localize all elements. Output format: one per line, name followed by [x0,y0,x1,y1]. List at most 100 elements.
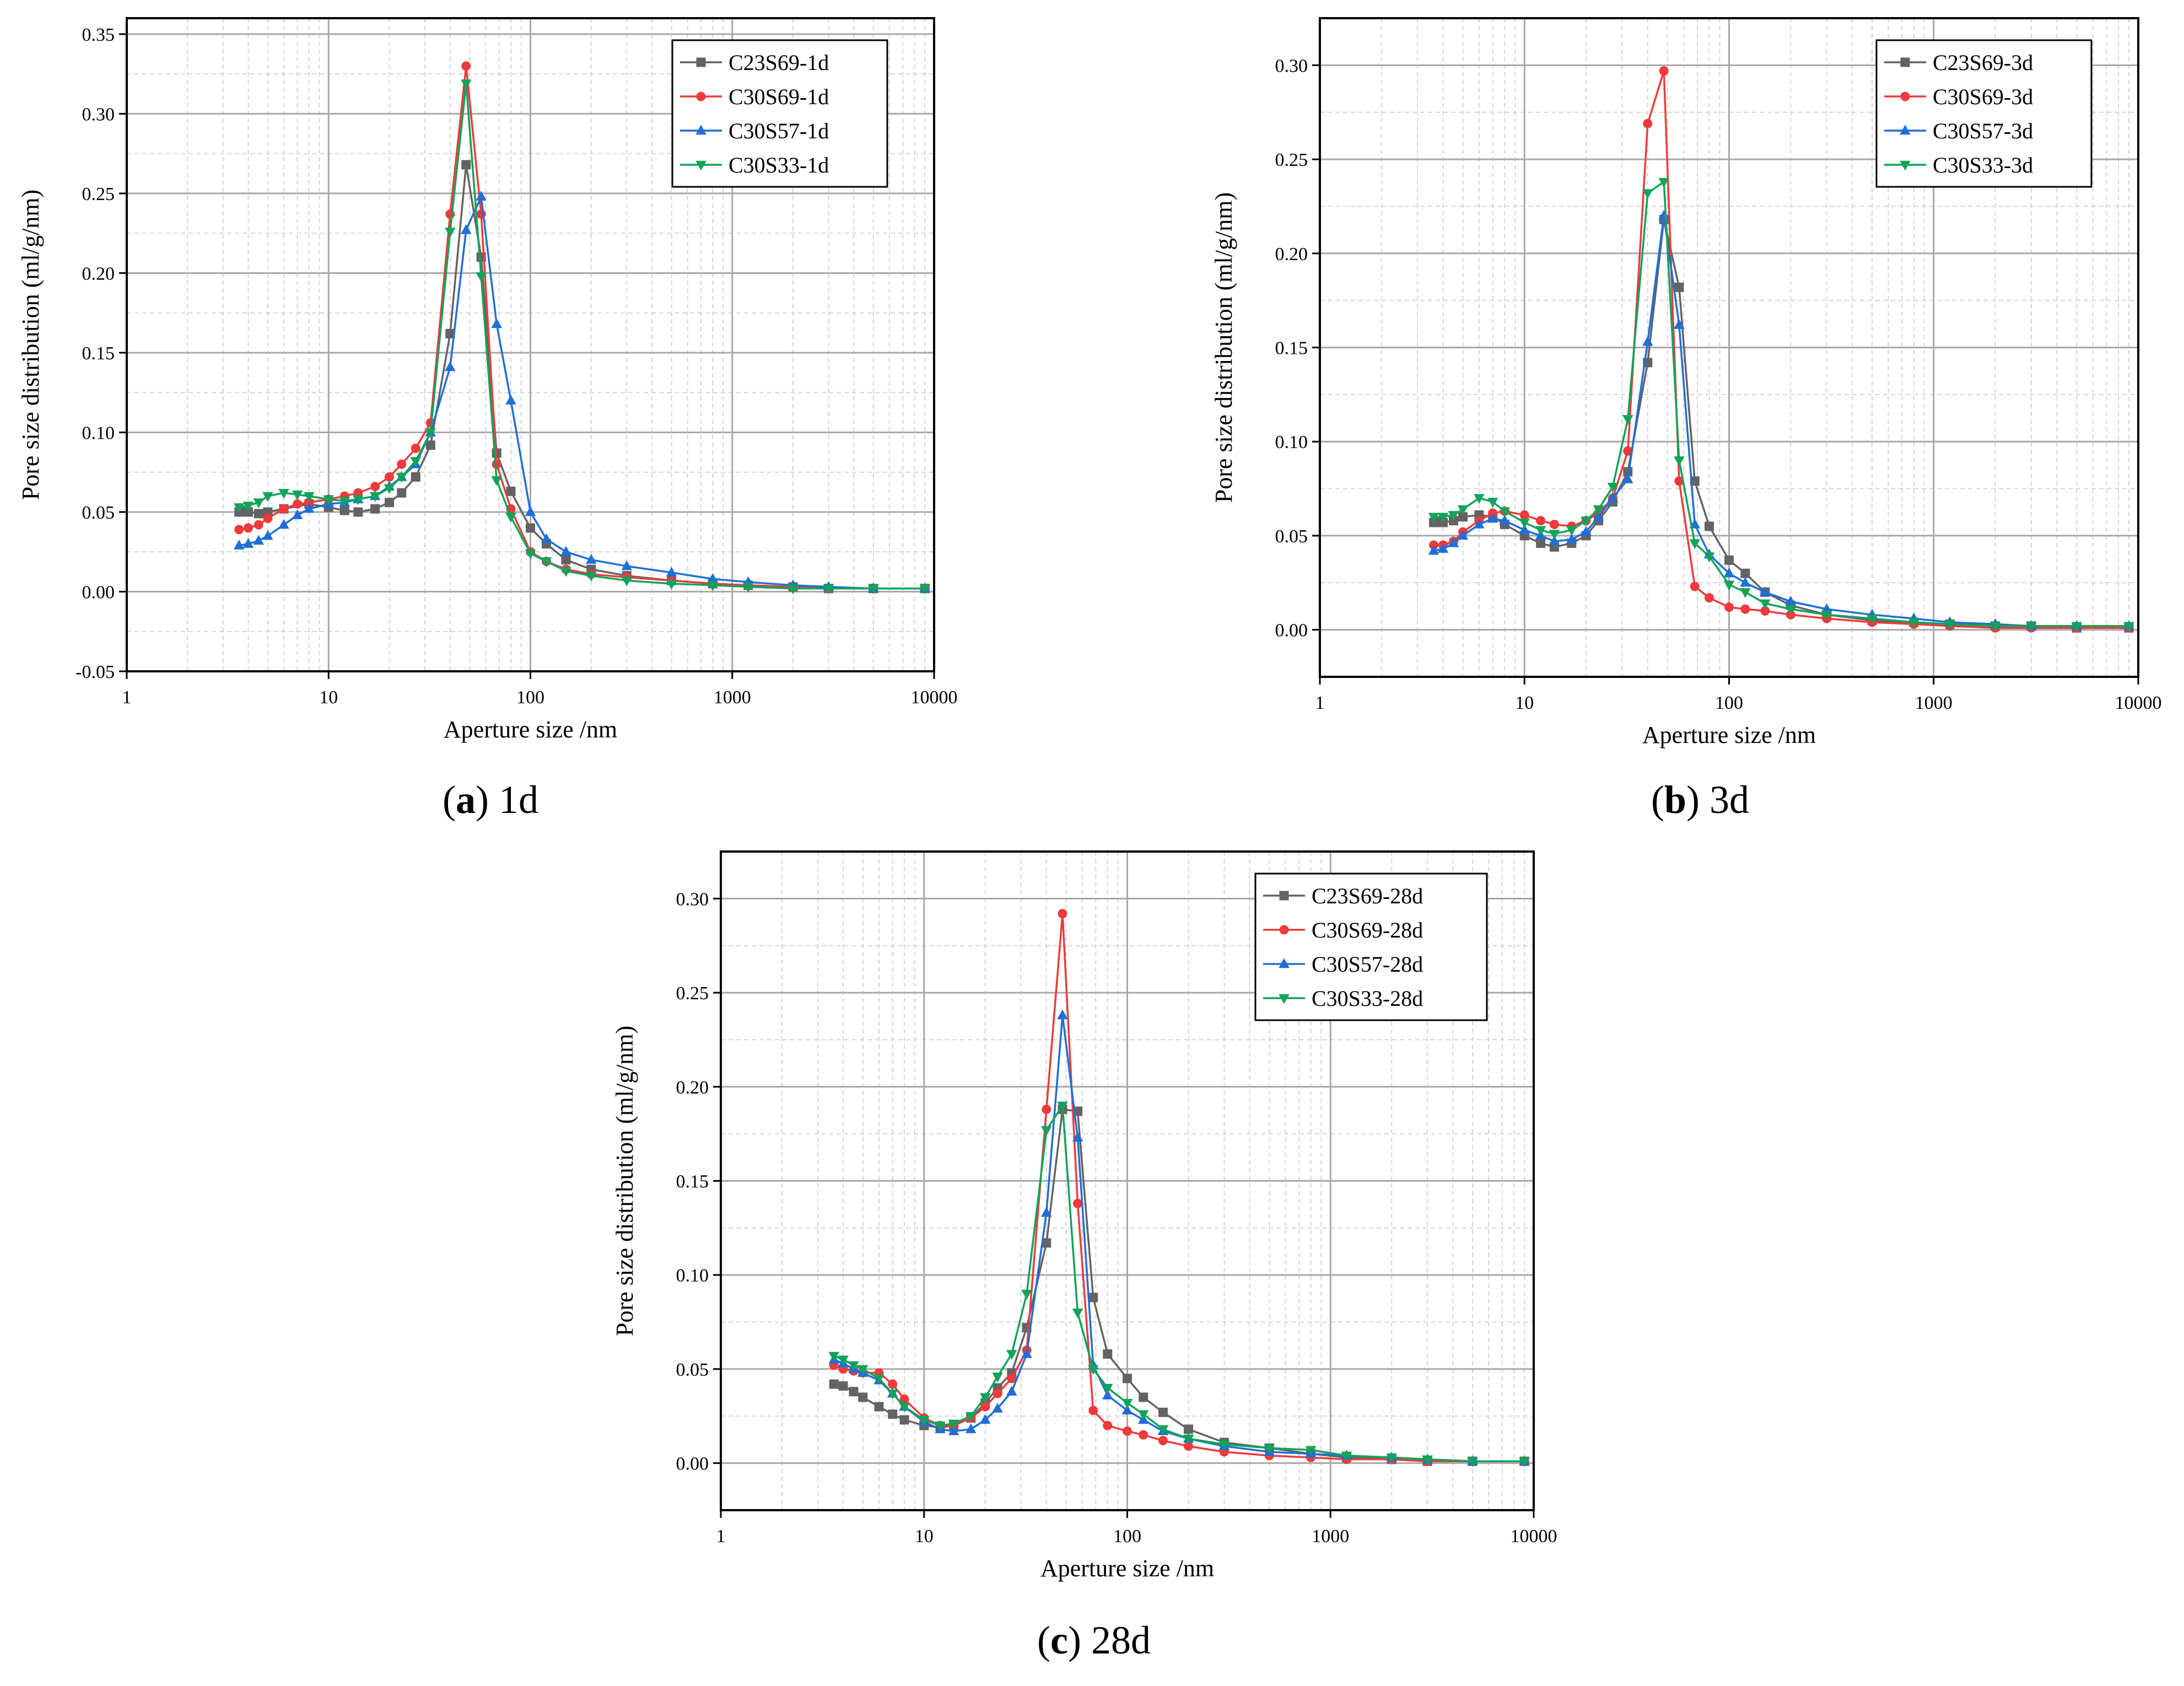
data-point [384,484,395,494]
figure-caption: (b) 3d [1651,778,1749,822]
data-point [397,459,407,469]
data-point [1581,516,1592,527]
axis-ticks: -0.05 0.00 0.05 0.10 0.15 0.20 0.25 0.30 0.35 1 10… [76,25,957,708]
y-tick-label: 0.20 [676,1078,709,1098]
data-point [1658,177,1669,188]
legend: C23S69-28d C30S69-28d C30S57-28d C30S33-28d [1254,872,1488,1021]
data-point [460,79,472,90]
data-point [1689,539,1701,550]
data-point [303,503,315,513]
data-point [254,520,263,530]
data-point [370,504,380,514]
data-point [1723,567,1735,578]
data-point [1121,1404,1133,1415]
data-point [1944,620,1955,631]
data-point [445,209,455,219]
x-tick-label: 1 [122,687,132,708]
data-point [1821,611,1832,621]
data-point [1021,1348,1032,1358]
legend-item-c30s69: C30S69-1d [680,84,829,109]
x-tick-label: 100 [1715,693,1743,713]
data-point [887,1389,898,1399]
data-point [1102,1389,1113,1399]
series-line [1433,216,2129,627]
data-point [1487,498,1498,508]
y-axis-label: Pore size distribution (ml/g/nm) [1210,192,1237,503]
caption-text: 1d [499,778,538,822]
data-point [505,513,516,523]
y-tick-label: 0.10 [676,1265,709,1286]
data-point [323,495,335,505]
data-point [242,538,254,548]
data-point [857,1365,869,1375]
data-point [1593,505,1604,515]
data-point [888,1379,898,1389]
x-tick-label: 10000 [1511,1526,1557,1547]
data-point [1137,1410,1149,1420]
legend: C23S69-3d C30S69-3d C30S57-3d C30S33-3d [1875,39,2093,188]
data-point [1123,1426,1132,1436]
data-point [411,443,420,453]
data-point [1088,1405,1098,1415]
data-point [1535,526,1546,536]
y-tick-label: 0.10 [82,423,115,443]
data-point [1158,1407,1168,1417]
data-point [874,1402,884,1412]
legend-label: C30S33-3d [1933,153,2033,177]
data-point [1218,1440,1230,1451]
data-point [253,535,265,545]
data-point [560,567,571,577]
data-point [262,492,273,502]
data-point [525,549,536,559]
data-point [1474,518,1485,529]
y-tick-label: 0.15 [1275,338,1308,359]
data-point [506,486,516,496]
data-point [1674,456,1685,466]
data-point [1581,526,1592,536]
data-point [1724,555,1734,565]
data-point [2026,622,2037,632]
data-point [460,224,472,234]
data-point [304,498,314,508]
data-point [838,1381,848,1391]
caption-letter: b [1664,778,1686,822]
legend-label: C30S33-28d [1312,986,1423,1011]
data-point [838,1355,849,1366]
legend-label: C23S69-1d [729,50,829,75]
data-point [1593,511,1604,521]
data-point [585,572,597,582]
legend-label: C30S69-1d [729,84,829,109]
data-point [1158,1436,1168,1446]
data-point [292,509,303,519]
data-point [1566,534,1577,543]
data-point [1042,1105,1051,1114]
x-tick-label: 1000 [1312,1526,1349,1547]
data-point [263,514,273,524]
data-point [1622,415,1633,425]
x-tick-label: 100 [516,687,544,708]
series-line [1433,180,2129,627]
legend: C23S69-1d C30S69-1d C30S57-1d C30S33-1d [671,39,888,188]
data-point [1607,482,1619,493]
data-point [1072,1198,1082,1208]
y-tick-label: 0.30 [1275,56,1308,76]
data-point [278,519,289,529]
data-point [829,1379,839,1389]
data-point [1642,189,1653,200]
data-point [561,555,571,565]
legend-label: C30S57-1d [729,118,829,143]
data-point [823,584,834,595]
data-point [1457,530,1469,540]
series-c23s69 [1429,214,2134,633]
data-point [1499,514,1511,525]
data-point [369,492,381,502]
data-point [867,584,879,595]
data-point [476,191,487,201]
data-point [899,1394,909,1404]
data-point [1705,593,1714,603]
y-tick-label: 0.00 [676,1454,709,1474]
data-point [1264,1444,1275,1454]
data-point [1458,512,1468,522]
data-point [1058,909,1067,919]
data-point [445,328,455,338]
